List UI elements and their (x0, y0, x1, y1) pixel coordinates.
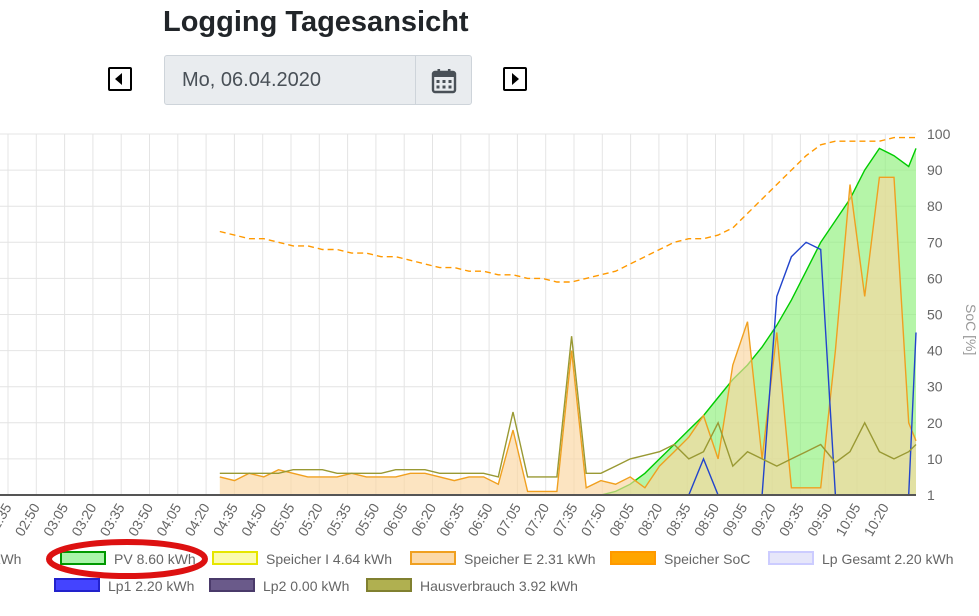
legend-label: Lp1 2.20 kWh (108, 578, 195, 594)
x-tick-label: 09:50 (804, 500, 835, 539)
y-axis-title: SoC [%] (963, 304, 979, 355)
caret-left-icon (115, 73, 122, 85)
x-tick-label: 09:05 (719, 500, 750, 539)
legend-swatch (60, 551, 106, 565)
legend-label: Speicher I 4.64 kWh (266, 551, 393, 567)
y-tick-label: 30 (927, 379, 943, 395)
calendar-icon (431, 69, 457, 94)
date-picker (164, 55, 472, 105)
x-tick-label: 04:05 (153, 500, 184, 539)
legend-swatch (410, 551, 456, 565)
legend-swatch (768, 551, 814, 565)
y-tick-label: 80 (927, 198, 943, 214)
legend-swatch (54, 578, 100, 592)
x-tick-label: 09:35 (776, 500, 807, 539)
series-line-speicher (219, 136, 916, 283)
legend-swatch (366, 578, 412, 592)
x-tick-label: 08:05 (606, 500, 637, 539)
x-tick-label: 07:05 (493, 500, 524, 539)
legend-label: 32 kWh (0, 551, 22, 567)
y-tick-label: 40 (927, 343, 943, 359)
legend-label: Hausverbrauch 3.92 kWh (420, 578, 578, 594)
page-title: Logging Tagesansicht (163, 6, 469, 38)
y-tick-label: 100 (927, 126, 951, 142)
y-tick-label: 70 (927, 234, 943, 250)
x-tick-label: 04:35 (210, 500, 241, 539)
x-tick-label: 03:05 (40, 500, 71, 539)
x-tick-label: 03:35 (96, 500, 127, 539)
x-tick-label: 03:20 (68, 500, 99, 539)
x-tick-label: 05:20 (295, 500, 326, 539)
x-tick-label: 07:35 (549, 500, 580, 539)
series-line-hausverbrauch (219, 336, 917, 478)
x-tick-label: 06:20 (408, 500, 439, 539)
legend-swatch (212, 551, 258, 565)
caret-right-icon (512, 73, 519, 85)
legend-swatch (209, 578, 255, 592)
next-day-button[interactable] (503, 67, 527, 91)
legend-label: Speicher SoC (664, 551, 751, 567)
x-tick-label: 09:20 (747, 500, 778, 539)
x-tick-label: 10:05 (832, 500, 863, 539)
x-tick-label: 08:35 (662, 500, 693, 539)
y-tick-label: 60 (927, 270, 943, 286)
calendar-button[interactable] (415, 56, 471, 104)
y-tick-label: 50 (927, 307, 943, 323)
x-tick-label: 04:50 (238, 500, 269, 539)
legend-swatch (610, 551, 656, 565)
x-tick-label: 07:50 (578, 500, 609, 539)
y-tick-label: 10 (927, 451, 943, 467)
y-tick-label: 20 (927, 415, 943, 431)
x-tick-label: 08:50 (691, 500, 722, 539)
x-tick-label: 06:05 (379, 500, 410, 539)
legend-label: Lp Gesamt 2.20 kWh (822, 551, 954, 567)
x-tick-label: 05:50 (351, 500, 382, 539)
x-tick-label: 10:20 (861, 500, 892, 539)
legend-label: Speicher E 2.31 kWh (464, 551, 596, 567)
legend-label: Lp2 0.00 kWh (263, 578, 350, 594)
x-tick-label: 04:20 (181, 500, 212, 539)
x-tick-label: 07:20 (521, 500, 552, 539)
series-area-speicher (219, 177, 917, 496)
previous-day-button[interactable] (108, 67, 132, 91)
x-tick-label: 08:20 (634, 500, 665, 539)
y-tick-label: 1 (927, 487, 935, 503)
x-tick-label: 05:05 (266, 500, 297, 539)
x-tick-label: 03:50 (125, 500, 156, 539)
date-input[interactable] (165, 56, 415, 104)
y-tick-label: 90 (927, 162, 943, 178)
series-line-speicher (219, 176, 917, 493)
x-tick-label: 05:35 (323, 500, 354, 539)
legend-label: PV 8.60 kWh (114, 551, 196, 567)
x-tick-label: 06:50 (464, 500, 495, 539)
x-tick-label: 06:35 (436, 500, 467, 539)
x-tick-label: 02:50 (12, 500, 43, 539)
